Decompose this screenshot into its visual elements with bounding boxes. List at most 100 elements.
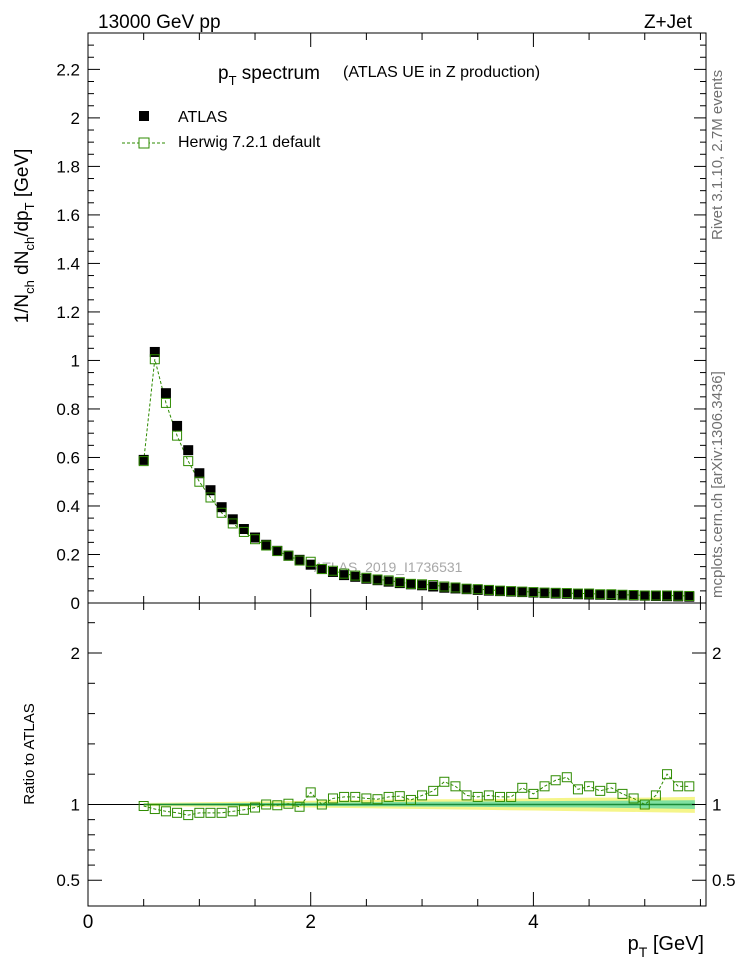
atlas-point [628,590,639,601]
atlas-point [205,485,216,496]
atlas-point [216,502,227,513]
ratio-y-tick-label-right: 1 [712,795,721,814]
herwig-ratio-point [294,801,305,812]
herwig-ratio-point [305,787,316,798]
atlas-point [350,571,361,582]
main-y-tick-label: 1.8 [56,157,80,176]
ratio-y-tick-label-left: 2 [71,644,80,663]
atlas-point [183,445,194,456]
herwig-point [673,590,684,601]
mcplots-label: mcplots.cern.ch [arXiv:1306.3436] [709,371,726,598]
herwig-point [305,556,316,567]
herwig-ratio-point [361,793,372,804]
atlas-point [650,590,661,601]
x-axis-label: pT [GeV] [628,933,704,960]
atlas-point [294,554,305,565]
atlas-point [539,588,550,599]
atlas-point [361,573,372,584]
chart-title-note: (ATLAS UE in Z production) [343,64,540,81]
main-y-tick-label: 0.8 [56,400,80,419]
atlas-point [584,589,595,600]
atlas-point [372,575,383,586]
herwig-point [417,579,428,590]
herwig-point [361,572,372,583]
header-left: 13000 GeV pp [98,12,221,33]
herwig-ratio-point [495,791,505,802]
main-y-tick-label: 0.2 [56,545,80,564]
herwig-point [606,589,617,600]
atlas-point [461,584,472,595]
herwig-point [584,588,595,599]
herwig-ratio-point [461,790,472,801]
legend-atlas-label: ATLAS [178,109,228,126]
atlas-point [160,388,171,399]
legend-herwig-marker [138,137,150,149]
herwig-point [294,555,305,566]
herwig-ratio-point [595,785,606,796]
x-tick-label: 0 [83,912,94,933]
herwig-point [149,354,160,365]
herwig-point [617,589,628,600]
main-y-tick-label: 2.2 [56,60,80,79]
main-y-axis-label: 1/Nch dNch/dpT [GeV] [12,149,37,324]
x-tick-label: 2 [305,912,316,933]
herwig-point [439,581,450,592]
atlas-point [617,590,628,601]
herwig-point [172,430,183,441]
x-tick-label: 4 [528,912,539,933]
ratio-data-marks [138,769,695,821]
herwig-point [650,590,661,601]
herwig-point [250,534,261,545]
herwig-ratio-point [617,788,628,799]
main-y-tick-label: 1.4 [56,254,80,273]
herwig-point [662,590,673,601]
atlas-point [383,576,394,587]
atlas-point [417,580,428,591]
atlas-point [639,590,650,601]
main-y-tick-label: 0.4 [56,497,80,516]
atlas-point [138,454,149,465]
header-right: Z+Jet [644,12,693,33]
main-y-tick-label: 1.2 [56,303,80,322]
herwig-ratio-point [227,806,238,817]
ratio-y-tick-label-right: 2 [712,644,721,663]
herwig-ratio-point [684,781,695,792]
herwig-ratio-point [149,804,160,815]
herwig-ratio-point [584,781,595,792]
herwig-ratio-point [272,800,283,811]
ratio-y-tick-label-left: 1 [71,795,80,814]
herwig-point [684,590,695,601]
herwig-point [350,570,361,581]
atlas-point [572,589,583,600]
herwig-ratio-point [662,769,673,780]
herwig-ratio-point [539,781,550,792]
herwig-point [639,590,650,601]
herwig-point [506,586,517,597]
atlas-point [283,550,294,561]
herwig-ratio-point [250,802,261,813]
herwig-point [261,540,272,551]
herwig-ratio-point [194,807,205,818]
rivet-label: Rivet 3.1.10, 2.7M events [709,70,726,240]
atlas-point [606,589,617,600]
herwig-ratio-point [183,810,194,821]
atlas-point [684,591,695,602]
herwig-point [472,584,483,595]
herwig-ratio-point [394,791,405,802]
herwig-point [272,546,283,557]
herwig-point [461,583,472,594]
atlas-point [439,582,450,593]
herwig-point [539,587,550,598]
atlas-point [528,587,539,598]
main-panel: 0 0.2 0.4 0.6 0.8 1 1.2 1.4 1.6 1.8 2 2.2 pT spectr… [12,32,707,613]
herwig-point [238,526,249,537]
herwig-ratio-point [517,782,528,793]
herwig-ratio-point [428,785,439,796]
legend-herwig-label: Herwig 7.2.1 default [178,134,321,151]
atlas-point [327,566,338,577]
atlas-point [405,579,416,590]
herwig-point [483,584,494,595]
main-y-tick-label: 1 [71,351,80,370]
atlas-point [194,468,205,479]
main-y-tick-label: 0.6 [56,448,80,467]
